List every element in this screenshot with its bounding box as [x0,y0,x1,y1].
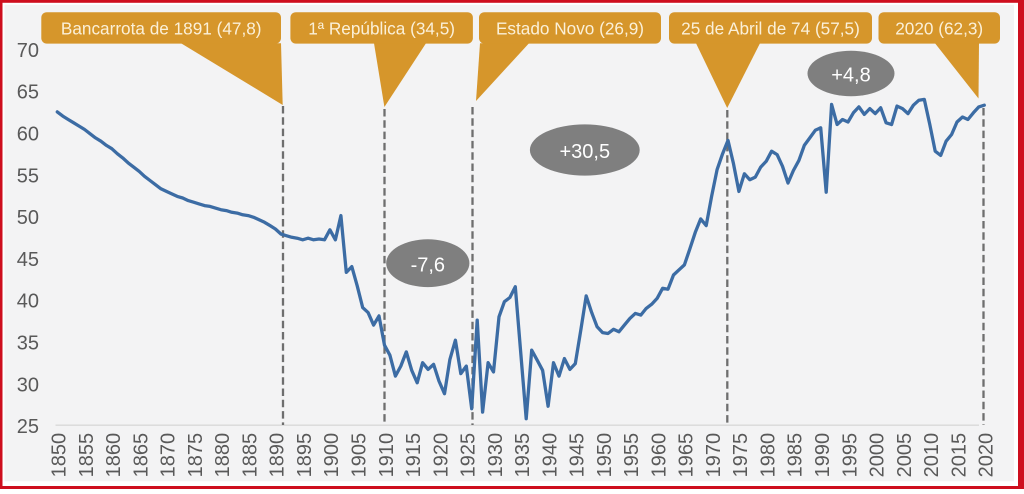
svg-text:25 de Abril de 74 (57,5): 25 de Abril de 74 (57,5) [681,18,860,38]
svg-text:2005: 2005 [894,433,916,478]
svg-text:35: 35 [17,333,39,355]
svg-text:1935: 1935 [512,433,534,478]
svg-text:1965: 1965 [676,433,698,478]
svg-text:40: 40 [17,291,39,313]
svg-text:2015: 2015 [948,433,970,478]
svg-text:1860: 1860 [103,433,125,478]
svg-text:1955: 1955 [621,433,643,478]
svg-text:+4,8: +4,8 [831,65,870,87]
svg-text:Bancarrota de 1891 (47,8): Bancarrota de 1891 (47,8) [61,18,262,38]
svg-text:1925: 1925 [458,433,480,478]
svg-text:1880: 1880 [212,433,234,478]
svg-text:1895: 1895 [294,433,316,478]
svg-text:1980: 1980 [758,433,780,478]
svg-text:1915: 1915 [403,433,425,478]
svg-text:1890: 1890 [267,433,289,478]
svg-text:1990: 1990 [812,433,834,478]
svg-text:1875: 1875 [185,433,207,478]
svg-text:50: 50 [17,207,39,229]
svg-text:2000: 2000 [867,433,889,478]
svg-text:2020: 2020 [976,433,998,478]
svg-text:1930: 1930 [485,433,507,478]
svg-text:1905: 1905 [349,433,371,478]
svg-text:60: 60 [17,124,39,146]
svg-text:1885: 1885 [240,433,262,478]
svg-text:1850: 1850 [49,433,71,478]
svg-text:30: 30 [17,374,39,396]
svg-text:1870: 1870 [158,433,180,478]
svg-text:1910: 1910 [376,433,398,478]
svg-text:2020 (62,3): 2020 (62,3) [895,18,983,38]
svg-text:+30,5: +30,5 [559,141,610,163]
svg-text:1975: 1975 [730,433,752,478]
svg-text:1970: 1970 [703,433,725,478]
svg-text:-7,6: -7,6 [411,254,445,276]
svg-text:1945: 1945 [567,433,589,478]
svg-text:1900: 1900 [321,433,343,478]
svg-text:70: 70 [17,40,39,62]
svg-text:1950: 1950 [594,433,616,478]
svg-text:2010: 2010 [921,433,943,478]
svg-text:Estado Novo (26,9): Estado Novo (26,9) [496,18,644,38]
svg-text:1920: 1920 [430,433,452,478]
svg-text:1855: 1855 [76,433,98,478]
svg-text:25: 25 [17,416,39,438]
svg-text:1865: 1865 [130,433,152,478]
svg-text:1995: 1995 [839,433,861,478]
svg-text:1940: 1940 [539,433,561,478]
svg-text:45: 45 [17,249,39,271]
svg-text:55: 55 [17,165,39,187]
svg-text:65: 65 [17,82,39,104]
svg-text:1ª República (34,5): 1ª República (34,5) [308,18,455,38]
svg-text:1985: 1985 [785,433,807,478]
svg-text:1960: 1960 [648,433,670,478]
